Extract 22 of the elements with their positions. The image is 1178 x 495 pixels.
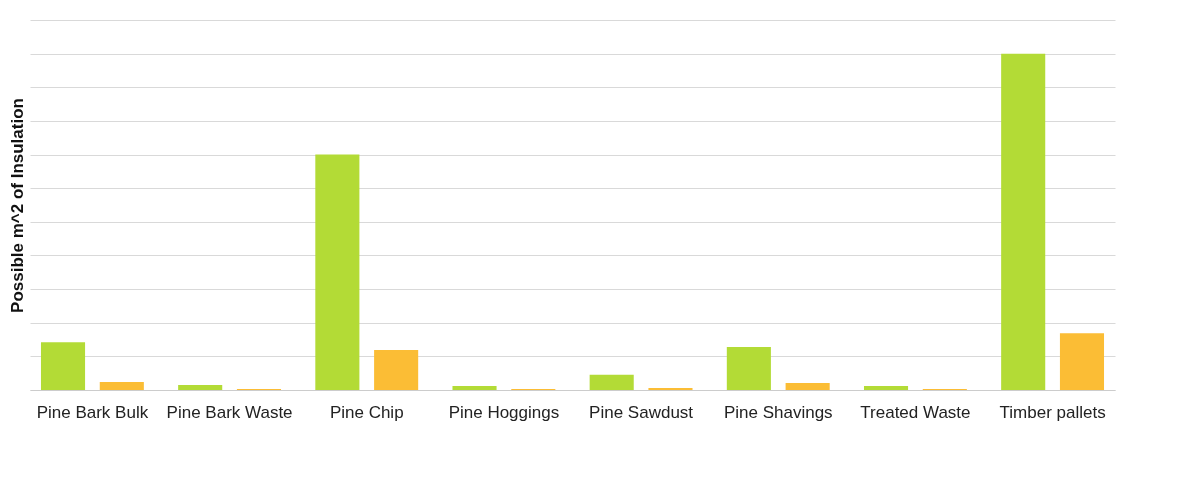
bar (863, 385, 909, 390)
bar (178, 384, 223, 390)
bar (40, 342, 86, 390)
bar (726, 346, 771, 390)
bar (1059, 333, 1105, 390)
bar (1001, 53, 1046, 390)
x-tick-label: Pine Hoggings (448, 402, 560, 422)
x-tick-label: Timber pallets (999, 402, 1106, 422)
x-tick-label: Treated Waste (860, 402, 971, 422)
bar (648, 387, 693, 390)
bar (99, 381, 144, 390)
bar (589, 374, 634, 390)
x-tick-label: Pine Chip (329, 402, 404, 422)
bar (785, 382, 830, 390)
x-tick-label: Pine Sawdust (589, 402, 694, 422)
bar (374, 349, 419, 390)
bar (315, 154, 360, 390)
x-tick-label: Pine Bark Bulk (36, 402, 149, 422)
x-tick-label: Pine Bark Waste (166, 402, 293, 422)
y-axis-title: Possible m^2 of Insulation (7, 98, 27, 313)
bar (452, 385, 497, 390)
x-tick-label: Pine Shavings (723, 402, 833, 422)
